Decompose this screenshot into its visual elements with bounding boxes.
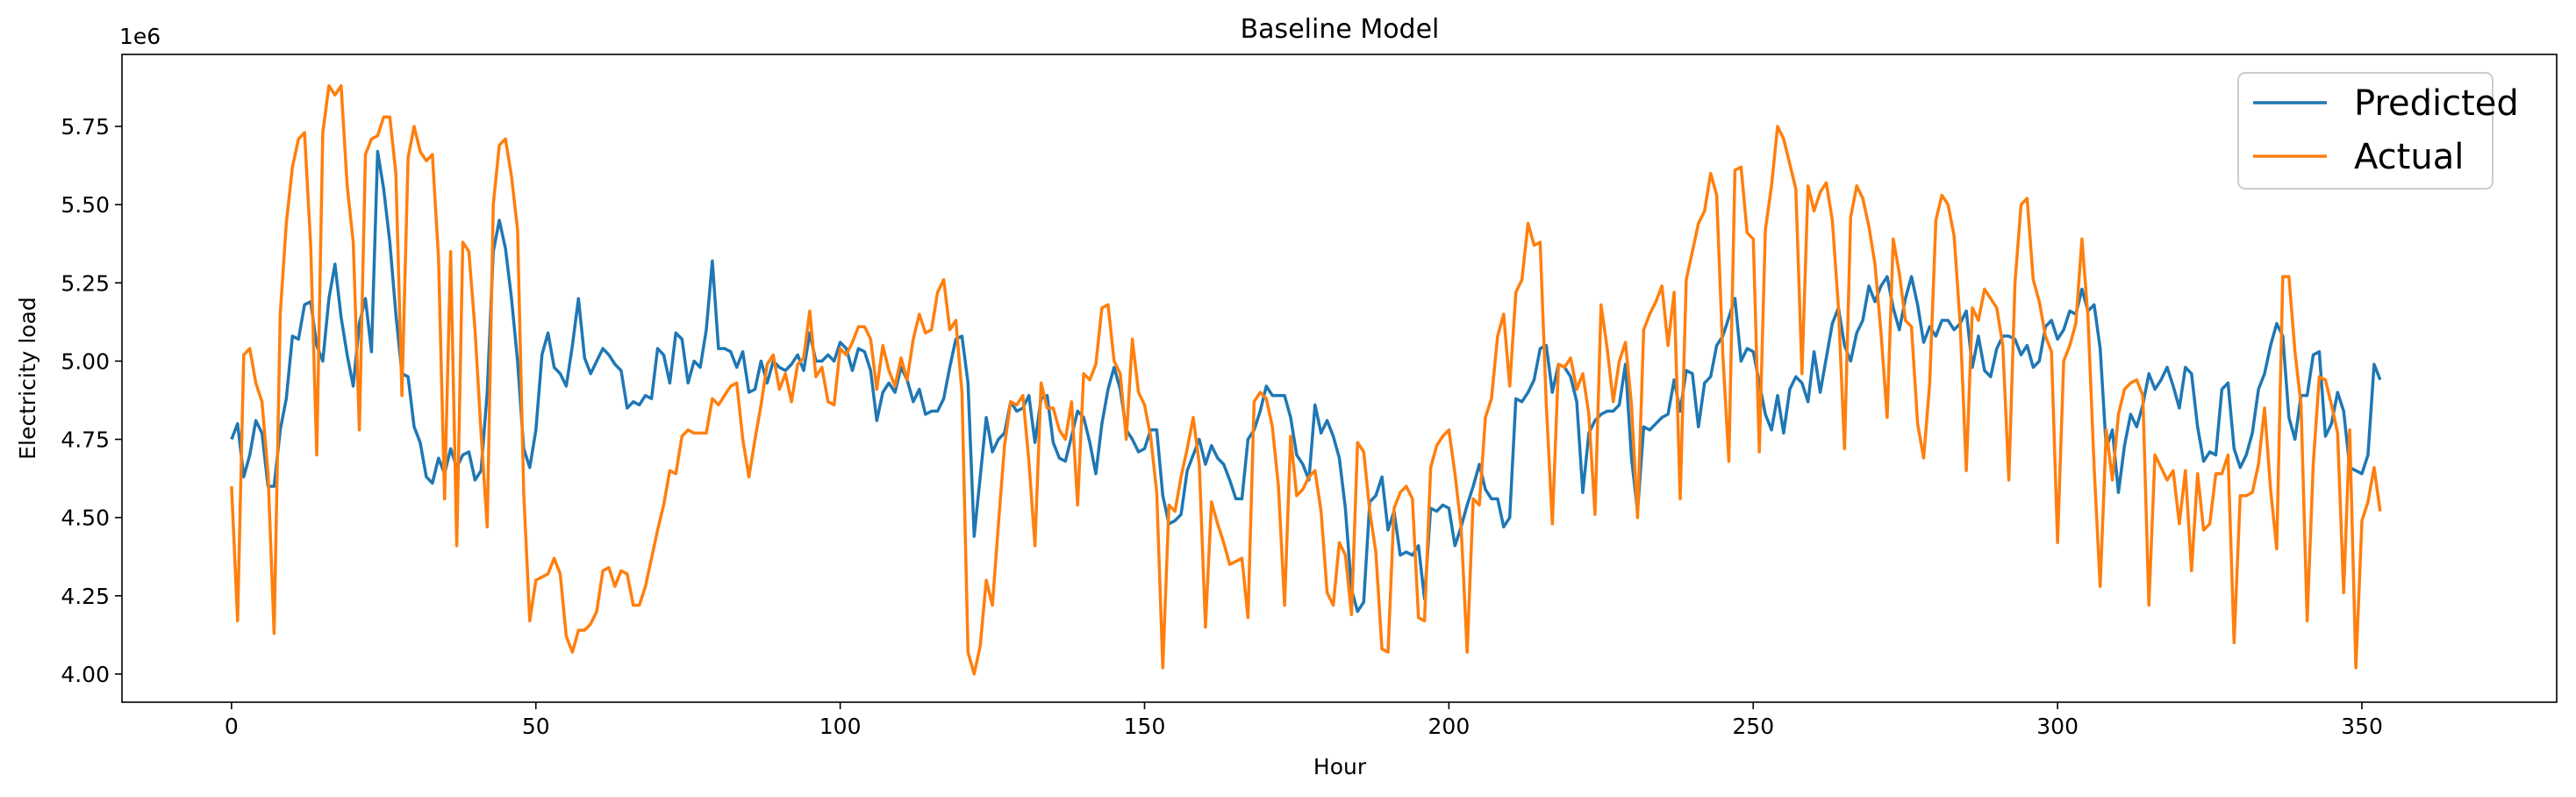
x-axis-label: Hour: [1313, 754, 1367, 779]
series-line-predicted: [230, 149, 2382, 614]
x-tick-label: 250: [1732, 714, 1774, 739]
series-lines: [230, 83, 2382, 676]
x-tick-label: 50: [522, 714, 550, 739]
y-tick-label: 4.25: [61, 584, 110, 609]
chart-title: Baseline Model: [1241, 14, 1440, 45]
x-tick-label: 0: [225, 714, 239, 739]
y-axis: 4.00 4.25 4.50 4.75 5.00 5.25 5.50 5.75: [61, 114, 122, 687]
axes-frame: [121, 54, 2558, 703]
x-tick-label: 350: [2341, 714, 2383, 739]
legend-label-predicted: Predicted: [2354, 83, 2519, 124]
x-axis: 0 50 100 150 200 250 300 350: [225, 702, 2383, 739]
y-tick-label: 4.00: [61, 662, 110, 687]
x-tick-label: 100: [819, 714, 862, 739]
x-tick-label: 300: [2036, 714, 2079, 739]
y-tick-label: 5.00: [61, 348, 110, 374]
legend: Predicted Actual: [2237, 72, 2519, 190]
series-line-actual: [230, 83, 2382, 676]
y-tick-label: 4.50: [61, 506, 110, 531]
legend-label-actual: Actual: [2354, 137, 2464, 177]
y-tick-label: 5.50: [61, 192, 110, 218]
y-offset-label: 1e6: [119, 24, 161, 49]
x-tick-label: 150: [1124, 714, 1166, 739]
y-tick-label: 5.75: [61, 114, 110, 140]
y-axis-label: Electricity load: [15, 297, 40, 460]
x-tick-label: 200: [1428, 714, 1470, 739]
plot-area: [121, 54, 2558, 703]
y-tick-label: 5.25: [61, 270, 110, 296]
y-tick-label: 4.75: [61, 427, 110, 453]
